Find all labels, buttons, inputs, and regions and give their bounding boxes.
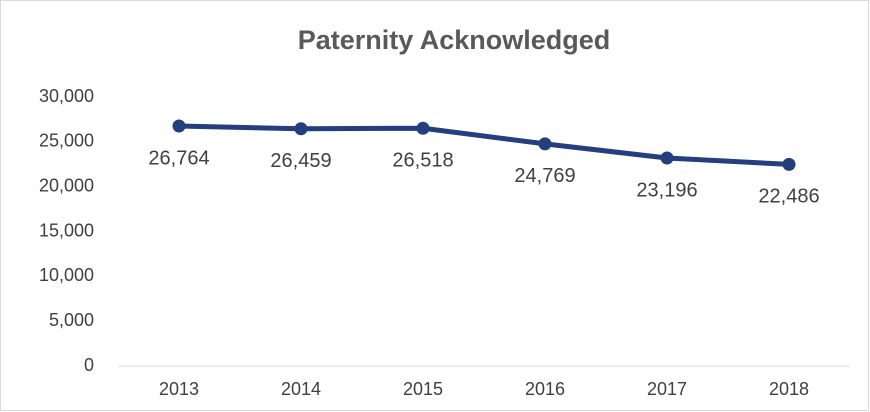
- chart-title: Paternity Acknowledged: [298, 25, 611, 55]
- y-tick-label: 30,000: [39, 86, 94, 106]
- y-tick-label: 25,000: [39, 131, 94, 151]
- x-tick-label: 2013: [159, 379, 199, 399]
- y-tick-label: 10,000: [39, 265, 94, 285]
- data-label: 26,459: [270, 150, 331, 172]
- x-tick-label: 2018: [769, 379, 809, 399]
- x-tick-label: 2016: [525, 379, 565, 399]
- point: [538, 137, 552, 151]
- point: [782, 157, 796, 171]
- data-label: 23,196: [636, 179, 697, 201]
- x-tick-label: 2017: [647, 379, 687, 399]
- data-label: 26,518: [392, 150, 453, 172]
- data-label: 22,486: [758, 186, 819, 208]
- line: [178, 123, 790, 167]
- data-label: 24,769: [514, 165, 575, 187]
- y-tick-label: 0: [84, 355, 94, 375]
- y-tick-label: 20,000: [39, 175, 94, 195]
- point: [660, 151, 674, 165]
- data-label: 26,764: [148, 147, 209, 169]
- point: [294, 122, 308, 136]
- x-tick-label: 2015: [403, 379, 443, 399]
- x-tick-label: 2014: [281, 379, 321, 399]
- y-tick-label: 15,000: [39, 220, 94, 240]
- point: [172, 119, 186, 133]
- y-tick-label: 5,000: [49, 310, 94, 330]
- point: [416, 121, 430, 135]
